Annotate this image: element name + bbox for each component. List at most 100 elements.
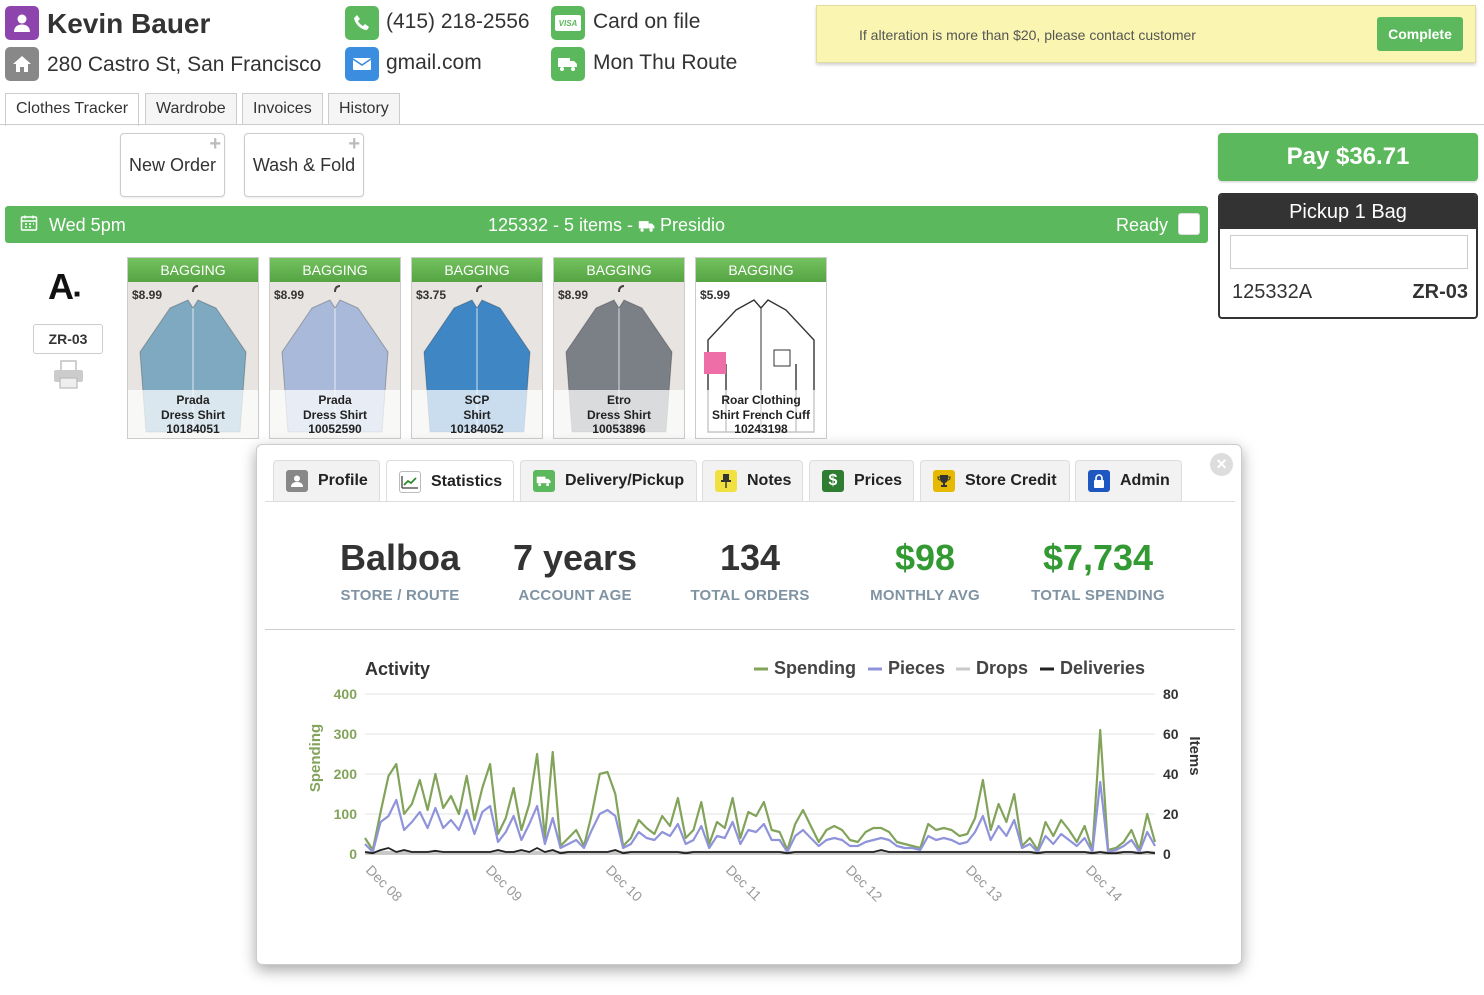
item-label: Prada Dress Shirt 10184051 <box>128 390 258 438</box>
stat-label: MONTHLY AVG <box>870 587 980 604</box>
x-tick-label: Dec 08 <box>363 862 406 905</box>
plus-icon: + <box>348 133 360 155</box>
stat-value: $98 <box>894 537 956 578</box>
item-type: Shirt <box>463 407 491 422</box>
tag-letter: A <box>48 266 74 307</box>
user-icon <box>286 470 308 492</box>
user-icon <box>5 6 39 40</box>
modal-tab-label: Store Credit <box>965 472 1057 489</box>
payment-status: Card on file <box>593 10 701 33</box>
item-price: $8.99 <box>558 288 589 302</box>
modal-tab-prices[interactable]: $ Prices <box>809 460 914 501</box>
tab-wardrobe[interactable]: Wardrobe <box>145 93 237 125</box>
item-status-badge: BAGGING <box>696 258 826 282</box>
modal-tab-label: Profile <box>318 472 368 489</box>
calendar-icon <box>20 214 38 237</box>
modal-tab-label: Prices <box>854 472 903 489</box>
tab-history[interactable]: History <box>328 93 400 125</box>
new-order-label: New Order <box>128 154 217 175</box>
legend-label[interactable]: Spending <box>774 658 856 678</box>
complete-button[interactable]: Complete <box>1377 17 1463 51</box>
modal-tab-divider <box>265 501 1235 502</box>
stat-label: TOTAL ORDERS <box>690 587 810 604</box>
alteration-notice: If alteration is more than $20, please c… <box>816 5 1476 63</box>
truck-icon <box>638 217 656 238</box>
item-id: 10243198 <box>734 422 788 436</box>
lock-icon <box>1088 470 1110 492</box>
item-status-badge: BAGGING <box>270 258 400 282</box>
order-bar[interactable]: Wed 5pm 125332 - 5 items - Presidio Read… <box>5 206 1208 243</box>
series-line-pieces <box>364 780 1156 854</box>
modal-tab-delivery-pickup[interactable]: Delivery/Pickup <box>520 460 697 501</box>
garment-item[interactable]: BAGGING $3.75 SCP Shirt 10184052 <box>411 257 543 439</box>
stat-value: $7,734 <box>1042 537 1154 578</box>
ready-checkbox[interactable] <box>1178 213 1200 235</box>
lock-icon: ■ <box>74 289 81 300</box>
stat-value: 7 years <box>512 537 638 578</box>
trophy-icon <box>933 470 955 492</box>
phone-icon <box>345 6 379 40</box>
y2-tick-label: 40 <box>1163 766 1179 782</box>
pickup-panel: Pickup 1 Bag 125332A ZR-03 <box>1218 193 1478 319</box>
modal-tab-admin[interactable]: Admin <box>1075 460 1182 501</box>
customer-details-modal: Profile Statistics Delivery/Pickup Notes $ Pr… <box>256 444 1242 965</box>
stat-value: Balboa <box>339 537 461 578</box>
truck-icon <box>551 47 585 81</box>
item-label: Etro Dress Shirt 10053896 <box>554 390 684 438</box>
x-tick-label: Dec 11 <box>723 862 765 904</box>
item-brand: Roar Clothing <box>721 393 801 407</box>
font-size-letter[interactable]: A■ <box>48 266 80 308</box>
legend-label[interactable]: Deliveries <box>1060 658 1145 678</box>
item-type: Dress Shirt <box>586 407 652 422</box>
item-price: $8.99 <box>132 288 163 302</box>
new-order-button[interactable]: New Order + <box>120 133 225 197</box>
modal-tab-store-credit[interactable]: Store Credit <box>920 460 1070 501</box>
pickup-scan-input[interactable] <box>1230 235 1468 269</box>
customer-phone[interactable]: (415) 218-2556 <box>386 10 530 33</box>
tab-clothes-tracker[interactable]: Clothes Tracker <box>5 93 140 126</box>
order-time: Wed 5pm <box>49 215 126 235</box>
legend-label[interactable]: Drops <box>976 658 1028 678</box>
garment-item[interactable]: BAGGING $8.99 Prada Dress Shirt 10052590 <box>269 257 401 439</box>
item-brand: SCP <box>464 393 490 407</box>
modal-tab-statistics[interactable]: Statistics <box>386 460 514 502</box>
item-id: 10184051 <box>166 422 220 436</box>
pay-button[interactable]: Pay $36.71 <box>1218 133 1478 181</box>
customer-name: Kevin Bauer <box>47 8 211 39</box>
home-icon <box>5 47 39 81</box>
item-status-badge: BAGGING <box>128 258 258 282</box>
stat-label: STORE / ROUTE <box>340 587 460 604</box>
pickup-title: Pickup 1 Bag <box>1220 195 1476 229</box>
garment-item[interactable]: BAGGING $5.99 Roar Clothing Shirt French… <box>695 257 827 439</box>
y2-axis-label: Items <box>1186 736 1203 775</box>
modal-tab-label: Notes <box>747 472 792 489</box>
garment-item[interactable]: BAGGING $8.99 Etro Dress Shirt 10053896 <box>553 257 685 439</box>
modal-tab-label: Admin <box>1120 472 1170 489</box>
customer-email[interactable]: gmail.com <box>386 51 482 74</box>
item-price: $5.99 <box>700 288 731 302</box>
stat-block: $98 MONTHLY AVG <box>835 537 1015 604</box>
email-icon <box>345 47 379 81</box>
stat-label: TOTAL SPENDING <box>1031 587 1165 604</box>
truck-icon <box>533 470 555 492</box>
garment-item[interactable]: BAGGING $8.99 Prada Dress Shirt 10184051 <box>127 257 259 439</box>
y-tick-label: 0 <box>349 846 357 862</box>
x-tick-label: Dec 13 <box>963 862 1006 905</box>
item-type: Dress Shirt <box>160 407 226 422</box>
modal-tab-profile[interactable]: Profile <box>273 460 380 501</box>
y2-tick-label: 0 <box>1163 846 1171 862</box>
delivery-route: Mon Thu Route <box>593 51 738 74</box>
tab-invoices[interactable]: Invoices <box>242 93 323 125</box>
stat-label: ACCOUNT AGE <box>518 587 632 604</box>
item-id: 10184052 <box>450 422 504 436</box>
close-icon[interactable]: × <box>1210 453 1233 476</box>
modal-tab-notes[interactable]: Notes <box>702 460 803 501</box>
tab-divider <box>0 124 1484 125</box>
pickup-bag-code: 125332A <box>1232 281 1313 303</box>
y2-tick-label: 60 <box>1163 726 1179 742</box>
item-price: $3.75 <box>416 288 447 302</box>
wash-fold-button[interactable]: Wash & Fold + <box>244 133 364 197</box>
printer-icon[interactable] <box>53 359 84 394</box>
legend-label[interactable]: Pieces <box>888 658 945 678</box>
